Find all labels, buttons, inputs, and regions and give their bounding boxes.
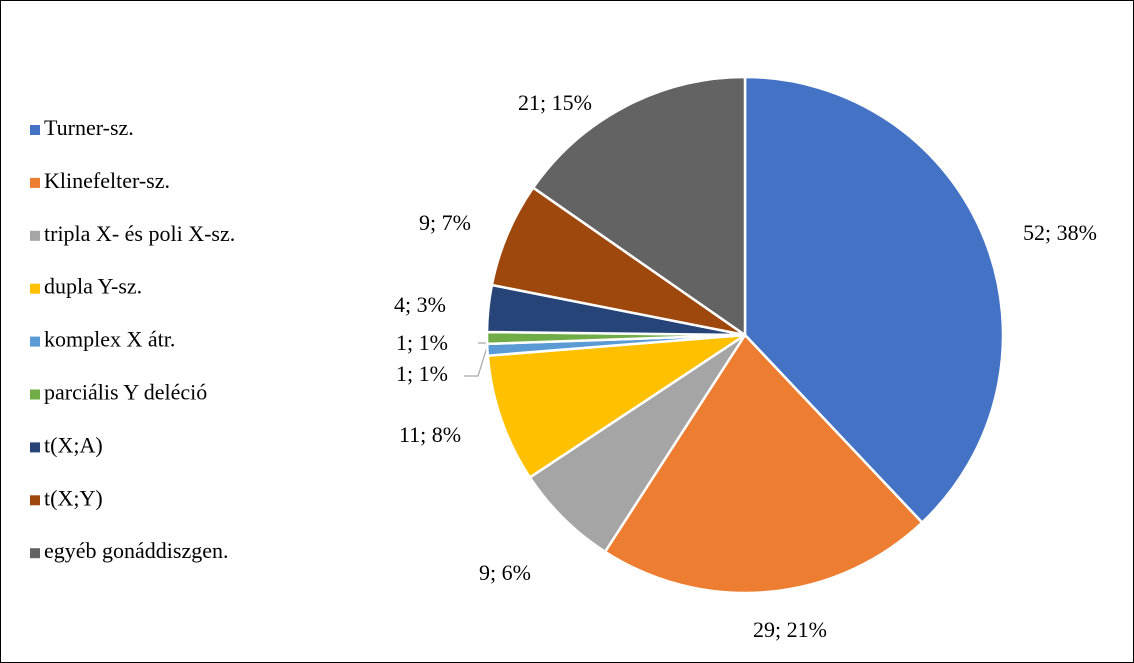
legend-label: Klinefelter-sz. [44,168,170,193]
legend-swatch [30,336,40,347]
data-label: 11; 8% [399,422,461,447]
legend-swatch [30,495,40,506]
data-label: 52; 38% [1023,220,1097,245]
data-label: 1; 1% [396,361,448,386]
data-label: 9; 6% [479,560,531,585]
pie-slice [743,75,1005,525]
legend-swatch [30,230,40,241]
legend-label: Turner-sz. [44,115,134,140]
pie-slice [531,75,747,338]
pie-slice [486,333,746,480]
legend-label: dupla Y-sz. [44,274,142,299]
legend-label: parciális Y deléció [44,380,207,405]
legend-swatch [30,389,40,400]
legend-label: t(X;Y) [44,485,103,510]
data-label: 21; 15% [518,90,592,115]
legend-swatch [30,548,40,559]
legend-label: t(X;A) [44,432,103,457]
legend-swatch [30,283,40,294]
legend-label: tripla X- és poli X-sz. [44,221,235,246]
legend-swatch [30,125,40,135]
pie-slice [603,332,924,595]
data-label: 4; 3% [394,292,446,317]
data-label: 9; 7% [419,210,471,235]
legend-swatch [30,177,40,188]
legend-swatch [30,442,40,453]
data-label: 29; 21% [753,617,827,642]
leader-line [464,343,489,377]
data-label: 1; 1% [396,330,448,355]
legend-label: komplex X átr. [44,327,175,352]
legend-label: egyéb gonáddiszgen. [44,538,229,563]
